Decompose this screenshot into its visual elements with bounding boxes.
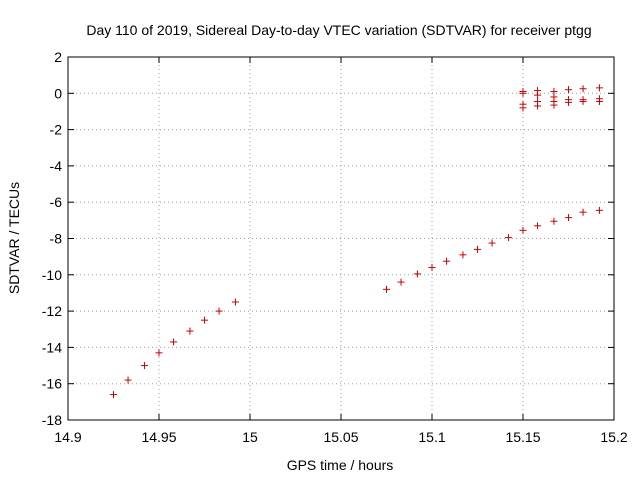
y-tick-label: -16 <box>42 376 62 392</box>
data-point <box>534 222 542 230</box>
data-point <box>579 208 587 216</box>
data-point <box>428 264 436 272</box>
y-tick-label: -18 <box>42 412 62 428</box>
x-tick-label: 14.95 <box>141 429 176 445</box>
chart-title: Day 110 of 2019, Sidereal Day-to-day VTE… <box>86 22 591 38</box>
data-point <box>565 98 572 106</box>
y-axis-label: SDTVAR / TECUs <box>6 182 22 294</box>
y-tick-label: 2 <box>54 49 62 65</box>
data-point <box>550 217 558 225</box>
data-point <box>186 327 194 335</box>
data-point <box>579 97 587 105</box>
x-axis: 14.9 14.95 15 15.05 15.1 15.15 15.2 <box>54 57 628 445</box>
data-point <box>595 97 603 105</box>
data-point <box>140 362 148 370</box>
data-point <box>443 257 451 265</box>
data-point <box>519 226 527 234</box>
data-point <box>124 376 132 384</box>
y-tick-label: -8 <box>50 231 63 247</box>
data-point <box>459 251 467 259</box>
data-point <box>595 206 603 214</box>
data-point <box>595 84 603 92</box>
x-tick-label: 15.2 <box>600 429 627 445</box>
y-tick-label: -6 <box>50 194 63 210</box>
data-point <box>519 89 527 97</box>
data-point <box>383 285 390 293</box>
y-tick-label: -10 <box>42 267 62 283</box>
y-tick-label: -2 <box>50 122 63 138</box>
data-point <box>488 239 496 247</box>
data-point <box>110 391 117 399</box>
x-tick-label: 15.1 <box>418 429 445 445</box>
data-point <box>215 307 223 315</box>
data-point <box>413 270 421 278</box>
x-tick-label: 14.9 <box>54 429 81 445</box>
x-axis-label: GPS time / hours <box>287 457 394 473</box>
data-point <box>579 85 587 93</box>
x-tick-label: 15 <box>242 429 258 445</box>
data-point <box>565 214 572 222</box>
data-point <box>170 338 178 346</box>
data-point <box>534 91 542 99</box>
data-point <box>534 102 542 110</box>
data-point <box>474 245 481 253</box>
y-tick-label: -4 <box>50 158 63 174</box>
data-point <box>565 86 572 94</box>
data-point <box>550 101 558 109</box>
y-axis: 2 0 -2 -4 -6 -8 -10 -12 -14 -16 -18 <box>42 49 614 428</box>
data-point <box>519 104 527 112</box>
data-point <box>504 234 512 242</box>
y-tick-label: -12 <box>42 303 62 319</box>
x-tick-label: 15.05 <box>323 429 358 445</box>
y-tick-label: -14 <box>42 339 62 355</box>
data-point <box>201 316 208 324</box>
data-points <box>110 84 603 399</box>
data-point <box>231 298 239 306</box>
data-point <box>397 278 405 286</box>
data-point <box>155 349 163 357</box>
grid <box>68 57 614 420</box>
x-tick-label: 15.15 <box>505 429 540 445</box>
y-tick-label: 0 <box>54 85 62 101</box>
